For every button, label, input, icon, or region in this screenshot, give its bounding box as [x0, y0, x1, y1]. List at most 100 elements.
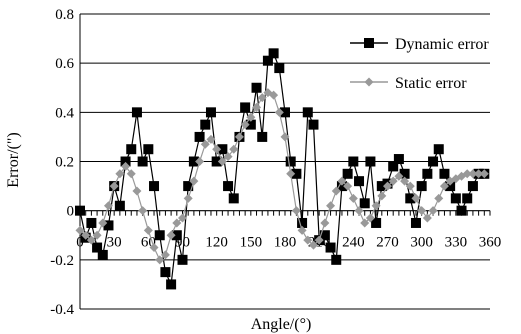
data-point [245, 119, 256, 130]
data-point [337, 176, 347, 186]
data-point [86, 217, 97, 228]
data-point [405, 181, 415, 191]
data-point [314, 235, 324, 245]
data-point [160, 267, 171, 278]
data-point [468, 169, 478, 179]
data-point [103, 201, 113, 211]
data-point [422, 213, 432, 223]
data-point [246, 112, 256, 122]
data-point [274, 63, 285, 74]
y-tick-label: -0.2 [50, 253, 74, 269]
data-point [280, 107, 290, 118]
legend: Dynamic error Static error [350, 35, 489, 92]
data-point [383, 181, 392, 191]
data-point [302, 107, 313, 118]
data-point [115, 169, 125, 179]
data-point [394, 171, 404, 181]
data-point [92, 230, 102, 240]
x-axis-title: Angle/(°) [251, 316, 312, 333]
data-point [285, 156, 296, 167]
data-point [371, 217, 382, 228]
data-point [229, 144, 239, 154]
data-point [439, 181, 449, 191]
x-tick-label: 30 [107, 235, 122, 251]
data-point [360, 218, 370, 228]
data-point [212, 144, 222, 154]
data-point [268, 48, 279, 59]
data-point [377, 191, 387, 201]
data-point [343, 181, 353, 191]
data-point [257, 131, 268, 142]
data-point [342, 168, 353, 179]
data-point [81, 230, 91, 240]
data-point [217, 157, 227, 166]
x-tick-label: 0 [76, 235, 84, 251]
data-point [297, 217, 308, 228]
x-tick-label: 240 [342, 235, 365, 251]
data-point [410, 217, 421, 228]
data-point [286, 169, 296, 179]
data-point [433, 144, 444, 155]
data-point [120, 156, 131, 167]
data-point [462, 169, 472, 179]
data-point [206, 134, 216, 144]
data-point [132, 186, 142, 196]
y-tick-label: 0 [67, 204, 75, 220]
data-point [456, 205, 467, 216]
data-point [428, 156, 439, 167]
data-point [92, 242, 103, 253]
data-point [234, 132, 244, 142]
data-point [189, 176, 199, 186]
data-point [240, 120, 250, 130]
data-point [331, 186, 341, 196]
data-point [393, 154, 404, 165]
data-point [359, 198, 370, 209]
x-tick-label: 120 [205, 235, 228, 251]
data-point [97, 249, 108, 260]
data-point [262, 55, 273, 66]
data-point [422, 168, 433, 179]
legend-item: Dynamic error [350, 35, 489, 53]
x-tick-label: 180 [274, 235, 297, 251]
data-point [399, 168, 410, 179]
data-point [257, 93, 267, 103]
data-point [348, 193, 358, 203]
data-point [109, 181, 119, 191]
data-point [137, 156, 148, 167]
data-point [223, 181, 234, 192]
data-point [223, 152, 233, 162]
data-point [269, 90, 279, 100]
data-point [160, 250, 170, 260]
data-point [308, 119, 319, 130]
data-point [177, 254, 188, 265]
data-point [354, 206, 364, 216]
data-point [434, 193, 444, 203]
data-point [131, 107, 142, 118]
y-axis-title: Error/(") [5, 132, 22, 187]
data-point [400, 176, 410, 186]
data-point [450, 193, 461, 204]
data-point [172, 218, 182, 228]
data-point [171, 230, 182, 241]
y-tick-label: -0.4 [50, 302, 74, 318]
data-point [274, 107, 284, 117]
data-point [348, 156, 359, 167]
legend-item: Static error [350, 74, 467, 92]
data-point [138, 206, 148, 216]
data-point [86, 235, 96, 245]
data-point [291, 168, 302, 179]
legend-label: Dynamic error [395, 36, 489, 53]
legend-marker [364, 38, 374, 48]
data-point [365, 156, 376, 167]
y-axis-ticks: -0.4 -0.2 0 0.2 0.4 0.6 0.8 [50, 7, 74, 318]
data-point [149, 243, 159, 253]
data-point [354, 176, 365, 187]
data-point [388, 176, 398, 186]
data-point [149, 181, 160, 192]
data-point [365, 213, 375, 223]
legend-marker [364, 77, 374, 87]
series-dynamic-error [75, 48, 490, 290]
data-point [428, 206, 438, 216]
data-point [114, 200, 125, 211]
